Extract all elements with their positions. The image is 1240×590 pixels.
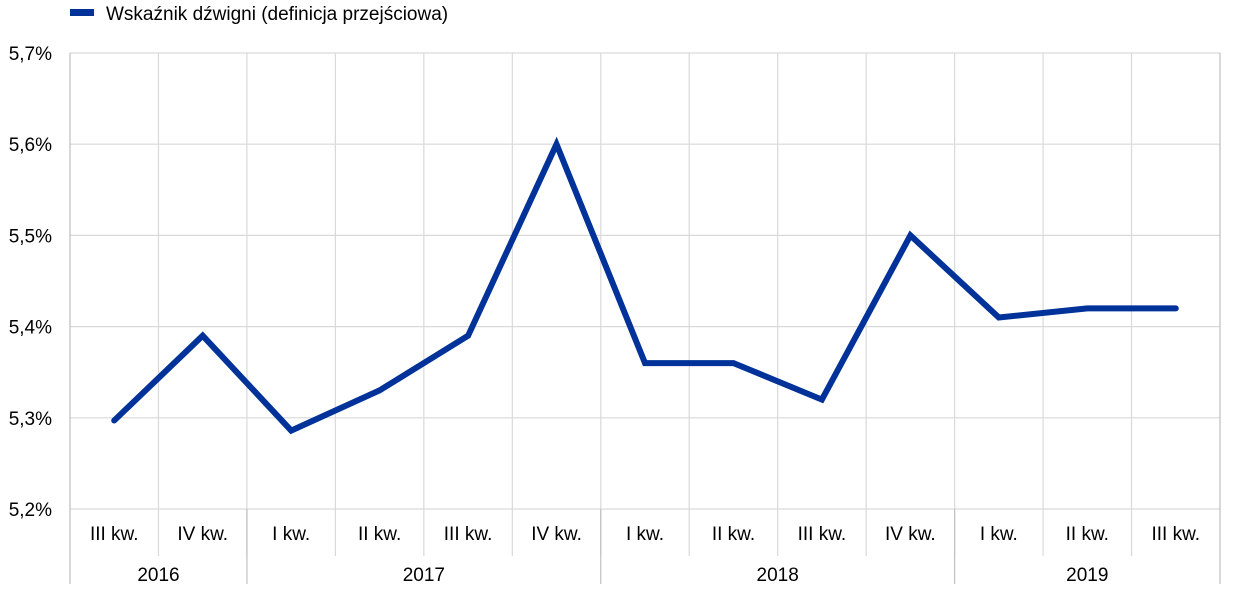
x-axis: III kw. IV kw. I kw. II kw. III kw. IV kw. I k…	[69, 53, 1221, 586]
x-category-label: III kw.	[444, 524, 493, 545]
x-category-label: III kw.	[1151, 524, 1200, 545]
y-tick-label: 5,2%	[9, 500, 52, 521]
x-year-label: 2016	[137, 565, 179, 586]
x-category-label: III kw.	[798, 524, 847, 545]
y-tick-label: 5,6%	[9, 135, 52, 156]
x-category-label: IV kw.	[885, 524, 936, 545]
x-category-label: I kw.	[626, 524, 664, 545]
x-year-label: 2017	[403, 565, 445, 586]
y-tick-label: 5,5%	[9, 226, 52, 247]
x-category-label: II kw.	[1066, 524, 1109, 545]
x-category-label: III kw.	[90, 524, 139, 545]
series-layer	[111, 136, 1179, 435]
x-category-label: IV kw.	[531, 524, 582, 545]
y-tick-label: 5,3%	[9, 409, 52, 430]
x-year-label: 2019	[1066, 565, 1108, 586]
x-category-label: I kw.	[980, 524, 1018, 545]
x-category-label: I kw.	[272, 524, 310, 545]
y-tick-label: 5,7%	[9, 44, 52, 65]
legend: Wskaźnik dźwigni (definicja przejściowa)	[70, 4, 448, 25]
x-category-label: II kw.	[712, 524, 755, 545]
y-tick-label: 5,4%	[9, 318, 52, 339]
series-line	[111, 136, 1179, 435]
legend-swatch	[70, 9, 94, 16]
x-category-label: IV kw.	[177, 524, 228, 545]
x-year-label: 2018	[757, 565, 799, 586]
y-axis: 5,2% 5,3% 5,4% 5,5% 5,6% 5,7%	[9, 44, 52, 521]
grid	[70, 52, 1220, 510]
legend-label: Wskaźnik dźwigni (definicja przejściowa)	[106, 4, 448, 25]
x-category-label: II kw.	[358, 524, 401, 545]
